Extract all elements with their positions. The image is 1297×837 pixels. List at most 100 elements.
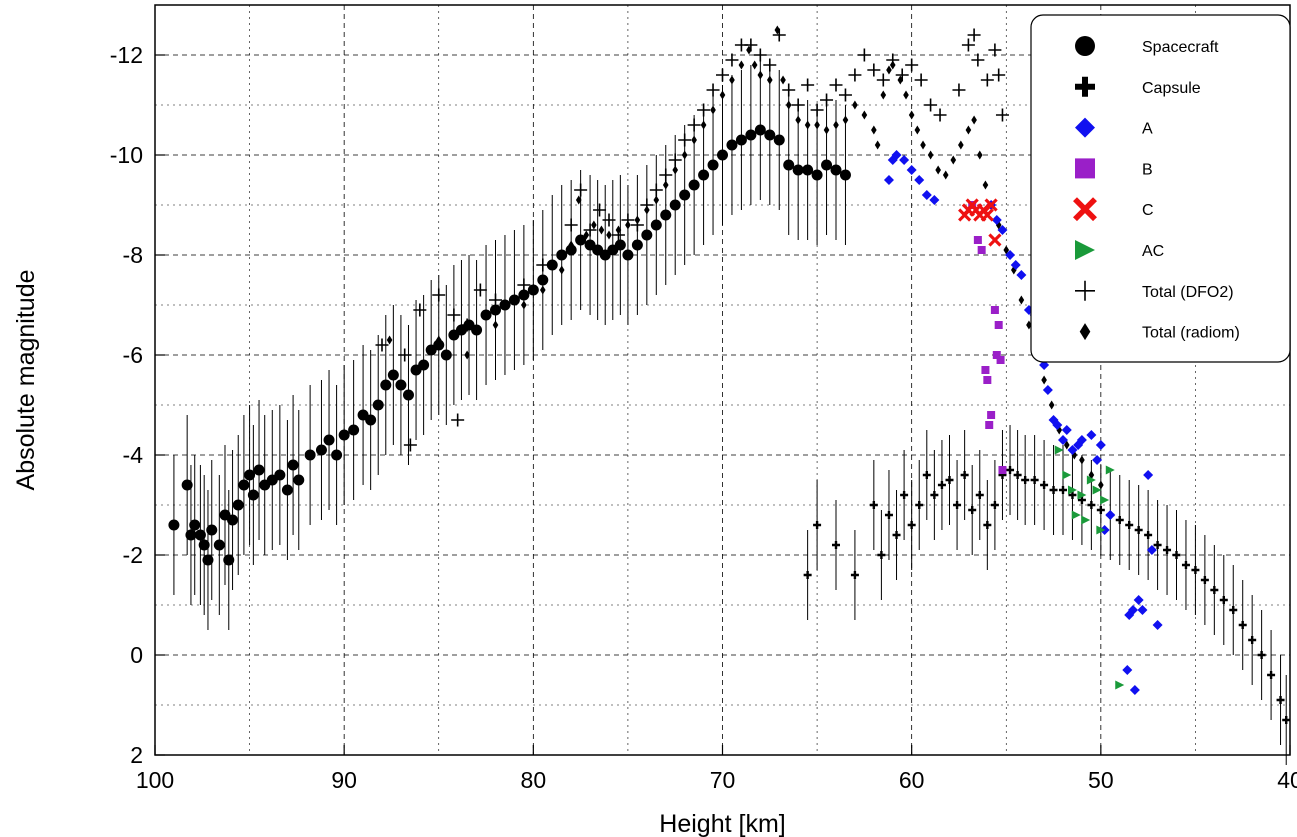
series-capsule (803, 425, 1291, 765)
legend-item: Total (DFO2) (1075, 280, 1234, 301)
data-point (375, 338, 389, 352)
legend-label: Spacecraft (1142, 39, 1219, 56)
data-point (1133, 595, 1144, 605)
data-point (433, 339, 445, 351)
y-tick-label: -4 (123, 442, 144, 468)
data-point (811, 169, 823, 181)
data-point (1276, 696, 1285, 704)
legend-label: Capsule (1142, 80, 1201, 97)
data-point (1021, 476, 1030, 484)
data-point (1092, 455, 1103, 465)
data-point (707, 159, 719, 171)
data-point (323, 434, 335, 446)
series-total-radiom (386, 25, 1104, 490)
data-point (451, 413, 465, 427)
data-point (293, 474, 305, 486)
legend-label: C (1142, 202, 1154, 219)
data-point (1005, 250, 1016, 260)
data-point (598, 225, 605, 235)
data-point (698, 169, 710, 181)
data-point (991, 215, 1002, 225)
x-tick-label: 90 (331, 767, 357, 793)
legend-marker (1075, 36, 1095, 56)
data-point (971, 53, 985, 67)
data-point (990, 306, 999, 314)
data-point (527, 284, 539, 296)
series-a (883, 150, 1163, 695)
data-point (861, 110, 868, 120)
data-point (1068, 491, 1077, 499)
data-point (961, 38, 975, 52)
data-point (1067, 485, 1077, 495)
data-point (988, 43, 1002, 57)
data-point (1143, 470, 1154, 480)
data-point (473, 283, 487, 297)
data-point (537, 274, 549, 286)
data-point (238, 479, 250, 491)
data-point (987, 411, 996, 419)
data-point (395, 379, 407, 391)
series-spacecraft (168, 60, 851, 630)
data-point (813, 521, 822, 529)
data-point (886, 53, 900, 67)
data-point (1010, 260, 1021, 270)
data-point (869, 501, 878, 509)
data-point (1003, 245, 1010, 255)
data-point (937, 481, 946, 489)
legend-label: B (1142, 161, 1153, 178)
x-tick-label: 40 (1277, 767, 1297, 793)
data-point (764, 129, 776, 141)
data-point (1115, 516, 1124, 524)
data-point (977, 246, 986, 254)
data-point (669, 199, 681, 211)
data-point (874, 140, 881, 150)
x-tick-label: 80 (521, 767, 547, 793)
data-point (1282, 716, 1291, 724)
data-point (1049, 486, 1058, 494)
data-point (1042, 385, 1053, 395)
data-point (773, 134, 785, 146)
data-point (185, 529, 197, 541)
data-point (716, 68, 729, 82)
data-point (591, 220, 597, 230)
data-point (908, 110, 915, 120)
data-point (1018, 295, 1025, 305)
data-point (903, 90, 909, 100)
data-point (914, 125, 921, 135)
data-point (1163, 546, 1172, 554)
data-point (907, 521, 916, 529)
data-point (372, 399, 384, 411)
data-point (848, 68, 862, 82)
data-point (1248, 636, 1257, 644)
legend-item: AC (1075, 240, 1164, 260)
data-point (802, 164, 814, 176)
data-point (232, 499, 244, 511)
data-point (857, 48, 871, 62)
data-point (876, 73, 890, 87)
legend: Spacecraft Capsule A B C AC Total (DFO2) Total … (1030, 14, 1291, 363)
data-point (622, 249, 634, 261)
data-point (1013, 471, 1022, 479)
legend-marker (1073, 197, 1097, 222)
data-point (839, 169, 851, 181)
data-point (829, 78, 843, 92)
data-point (886, 65, 892, 75)
data-point (606, 230, 612, 240)
data-point (499, 299, 511, 311)
data-point (386, 335, 393, 345)
data-point (975, 491, 984, 499)
data-point (745, 129, 757, 141)
data-point (1115, 680, 1125, 690)
data-point (402, 389, 414, 401)
data-point (852, 100, 858, 110)
data-point (247, 489, 259, 501)
data-point (914, 175, 925, 185)
data-point (945, 476, 954, 484)
data-point (602, 213, 616, 227)
data-point (631, 239, 643, 251)
data-point (1146, 545, 1157, 555)
data-point (403, 438, 417, 452)
data-point (244, 469, 256, 481)
data-point (1006, 466, 1015, 474)
data-point (1076, 435, 1087, 445)
